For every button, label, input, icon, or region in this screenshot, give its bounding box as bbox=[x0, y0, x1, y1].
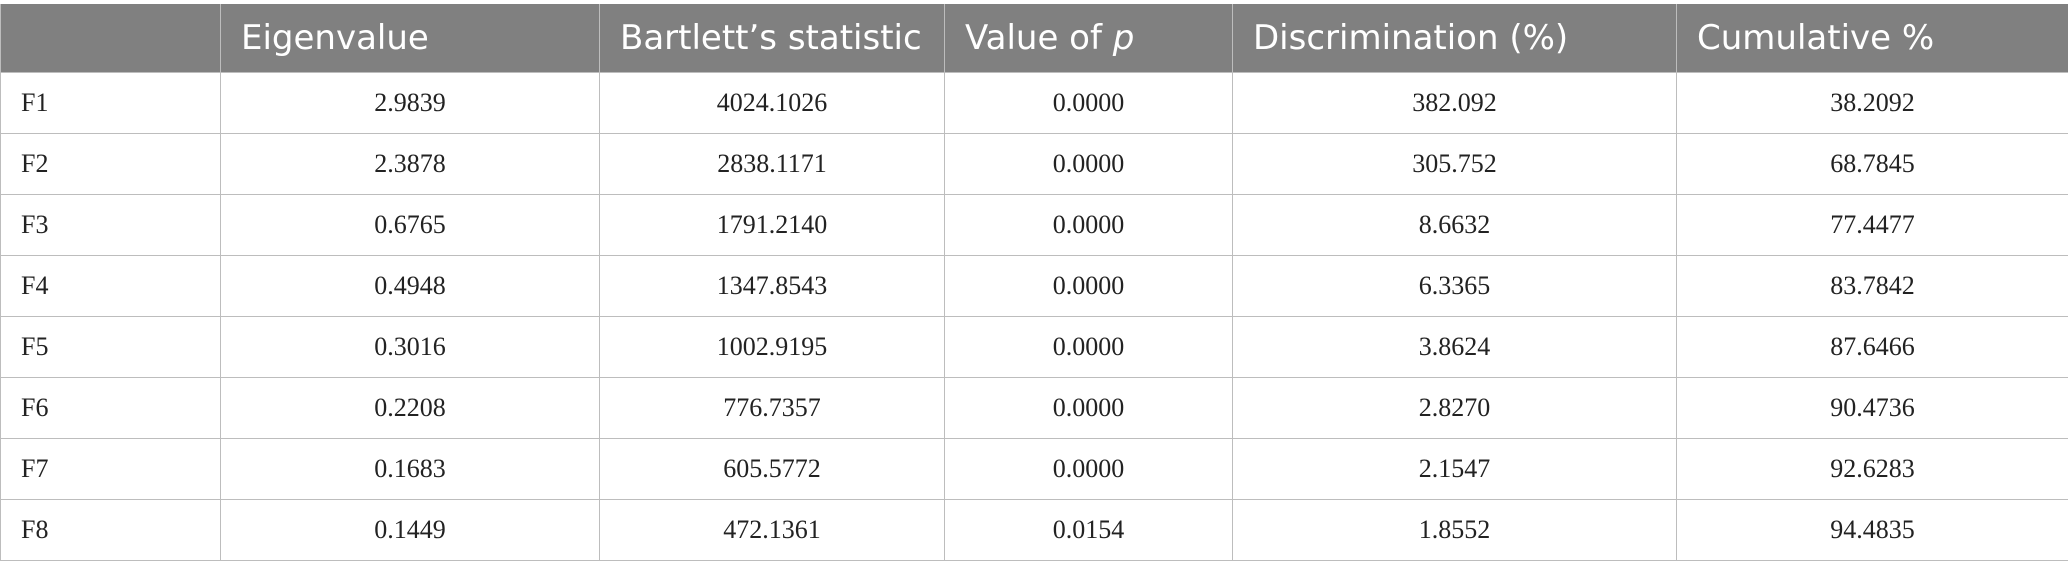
header-bartlett-statistic: Bartlett’s statistic bbox=[599, 4, 945, 72]
cell-bartlett: 472.1361 bbox=[599, 498, 945, 561]
cell-cumulative: 87.6466 bbox=[1676, 315, 2068, 378]
cell-eigenvalue: 0.1683 bbox=[220, 437, 600, 500]
cell-factor: F1 bbox=[0, 71, 221, 134]
cell-factor: F6 bbox=[0, 376, 221, 439]
cell-p-value: 0.0000 bbox=[944, 315, 1233, 378]
cell-discrimination: 2.1547 bbox=[1232, 437, 1677, 500]
header-factor bbox=[0, 4, 221, 72]
header-eigenvalue: Eigenvalue bbox=[220, 4, 600, 72]
cell-cumulative: 94.4835 bbox=[1676, 498, 2068, 561]
cell-factor: F8 bbox=[0, 498, 221, 561]
cell-discrimination: 1.8552 bbox=[1232, 498, 1677, 561]
header-p-value-prefix: Value of bbox=[965, 17, 1113, 58]
cell-p-value: 0.0000 bbox=[944, 437, 1233, 500]
eigenvalue-table: Eigenvalue Bartlett’s statistic Value of… bbox=[0, 4, 2068, 561]
cell-p-value: 0.0000 bbox=[944, 376, 1233, 439]
header-p-value: Value of p bbox=[944, 4, 1233, 72]
table-row: F2 2.3878 2838.1171 0.0000 305.752 68.78… bbox=[0, 132, 2068, 195]
cell-bartlett: 1347.8543 bbox=[599, 254, 945, 317]
cell-bartlett: 4024.1026 bbox=[599, 71, 945, 134]
cell-discrimination: 6.3365 bbox=[1232, 254, 1677, 317]
cell-eigenvalue: 0.3016 bbox=[220, 315, 600, 378]
cell-factor: F5 bbox=[0, 315, 221, 378]
cell-factor: F3 bbox=[0, 193, 221, 256]
cell-factor: F7 bbox=[0, 437, 221, 500]
cell-cumulative: 77.4477 bbox=[1676, 193, 2068, 256]
table-row: F1 2.9839 4024.1026 0.0000 382.092 38.20… bbox=[0, 71, 2068, 134]
cell-eigenvalue: 2.3878 bbox=[220, 132, 600, 195]
table-row: F6 0.2208 776.7357 0.0000 2.8270 90.4736 bbox=[0, 376, 2068, 439]
cell-bartlett: 2838.1171 bbox=[599, 132, 945, 195]
cell-factor: F2 bbox=[0, 132, 221, 195]
table-row: F8 0.1449 472.1361 0.0154 1.8552 94.4835 bbox=[0, 498, 2068, 561]
table-row: F4 0.4948 1347.8543 0.0000 6.3365 83.784… bbox=[0, 254, 2068, 317]
table-row: F5 0.3016 1002.9195 0.0000 3.8624 87.646… bbox=[0, 315, 2068, 378]
header-cumulative: Cumulative % bbox=[1676, 4, 2068, 72]
cell-cumulative: 83.7842 bbox=[1676, 254, 2068, 317]
cell-discrimination: 305.752 bbox=[1232, 132, 1677, 195]
cell-eigenvalue: 2.9839 bbox=[220, 71, 600, 134]
cell-eigenvalue: 0.4948 bbox=[220, 254, 600, 317]
table-header-row: Eigenvalue Bartlett’s statistic Value of… bbox=[0, 4, 2068, 72]
cell-eigenvalue: 0.6765 bbox=[220, 193, 600, 256]
cell-cumulative: 38.2092 bbox=[1676, 71, 2068, 134]
cell-cumulative: 90.4736 bbox=[1676, 376, 2068, 439]
cell-bartlett: 776.7357 bbox=[599, 376, 945, 439]
cell-discrimination: 8.6632 bbox=[1232, 193, 1677, 256]
table-row: F7 0.1683 605.5772 0.0000 2.1547 92.6283 bbox=[0, 437, 2068, 500]
cell-p-value: 0.0154 bbox=[944, 498, 1233, 561]
cell-discrimination: 2.8270 bbox=[1232, 376, 1677, 439]
cell-bartlett: 1002.9195 bbox=[599, 315, 945, 378]
cell-p-value: 0.0000 bbox=[944, 71, 1233, 134]
cell-discrimination: 382.092 bbox=[1232, 71, 1677, 134]
cell-cumulative: 68.7845 bbox=[1676, 132, 2068, 195]
cell-cumulative: 92.6283 bbox=[1676, 437, 2068, 500]
header-p-value-symbol: p bbox=[1112, 17, 1135, 58]
cell-p-value: 0.0000 bbox=[944, 254, 1233, 317]
header-discrimination: Discrimination (%) bbox=[1232, 4, 1677, 72]
cell-eigenvalue: 0.2208 bbox=[220, 376, 600, 439]
cell-factor: F4 bbox=[0, 254, 221, 317]
cell-bartlett: 605.5772 bbox=[599, 437, 945, 500]
cell-eigenvalue: 0.1449 bbox=[220, 498, 600, 561]
cell-bartlett: 1791.2140 bbox=[599, 193, 945, 256]
table-row: F3 0.6765 1791.2140 0.0000 8.6632 77.447… bbox=[0, 193, 2068, 256]
cell-p-value: 0.0000 bbox=[944, 132, 1233, 195]
cell-discrimination: 3.8624 bbox=[1232, 315, 1677, 378]
cell-p-value: 0.0000 bbox=[944, 193, 1233, 256]
